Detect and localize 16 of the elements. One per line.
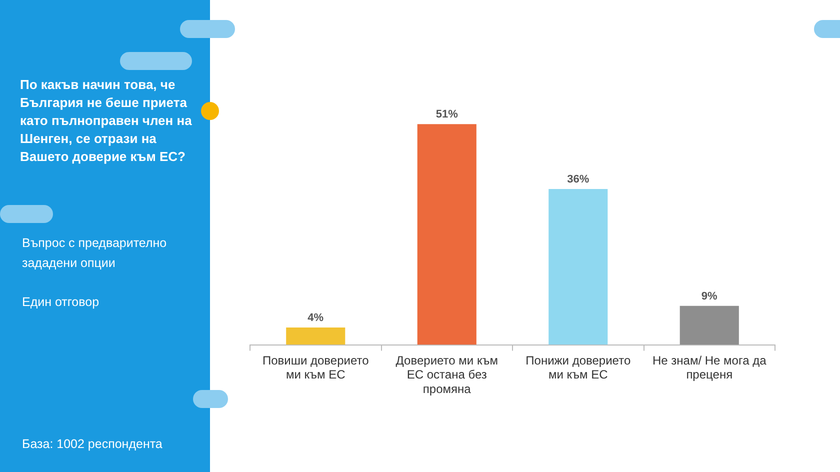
text: База: 1002 респондента: [22, 436, 164, 453]
bar: [286, 327, 346, 345]
data-label: 51%: [436, 108, 458, 121]
x-tick-label: Доверието ми към ЕС остана без промяна: [396, 353, 498, 396]
data-label: 9%: [701, 290, 718, 302]
text: Въпрос с предварително зададени опции: [22, 235, 168, 272]
x-tick-label: Не знам/ Не мога да преценя: [652, 353, 767, 382]
bar: [417, 124, 476, 345]
bar: [548, 189, 608, 345]
data-label: 4%: [308, 312, 324, 324]
x-tick-label: Повиши доверието ми към ЕС: [262, 353, 370, 382]
text: По какъв начин това, че България не беше приета като пълноправен член на Шенген, се отрази на Вашето доверие към ЕС?: [20, 76, 193, 166]
x-tick-label: Понижи доверието ми към ЕС: [526, 353, 631, 382]
bar: [680, 306, 739, 345]
text: Един отговор: [22, 294, 100, 311]
data-label: 36%: [567, 174, 590, 186]
